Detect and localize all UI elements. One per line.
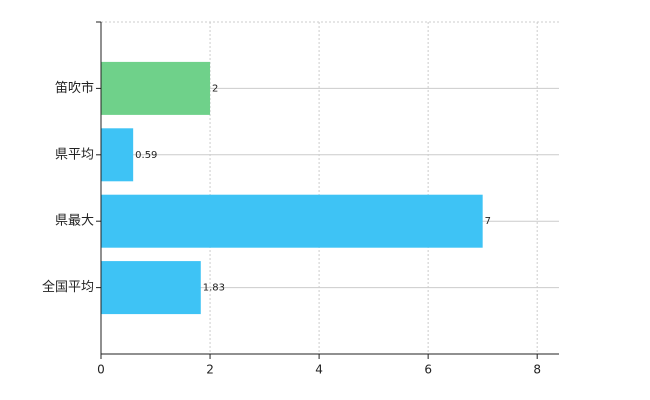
bar [101, 261, 201, 315]
y-tick-label: 県最大 [55, 214, 94, 229]
bar [101, 194, 483, 248]
value-label: 1.83 [203, 283, 225, 294]
y-tick-label: 県平均 [55, 147, 94, 162]
x-tick-label: 0 [97, 363, 105, 377]
bar [101, 61, 211, 115]
value-label: 2 [212, 83, 218, 94]
y-tick-label: 全国平均 [42, 279, 94, 295]
value-label: 7 [485, 216, 491, 227]
x-tick-label: 4 [315, 363, 323, 377]
x-tick-label: 2 [206, 363, 214, 377]
x-tick-label: 8 [533, 363, 541, 377]
bar [101, 128, 134, 182]
value-label: 0.59 [135, 150, 157, 161]
x-tick-label: 6 [424, 363, 432, 377]
y-tick-label: 笛吹市 [55, 80, 94, 96]
